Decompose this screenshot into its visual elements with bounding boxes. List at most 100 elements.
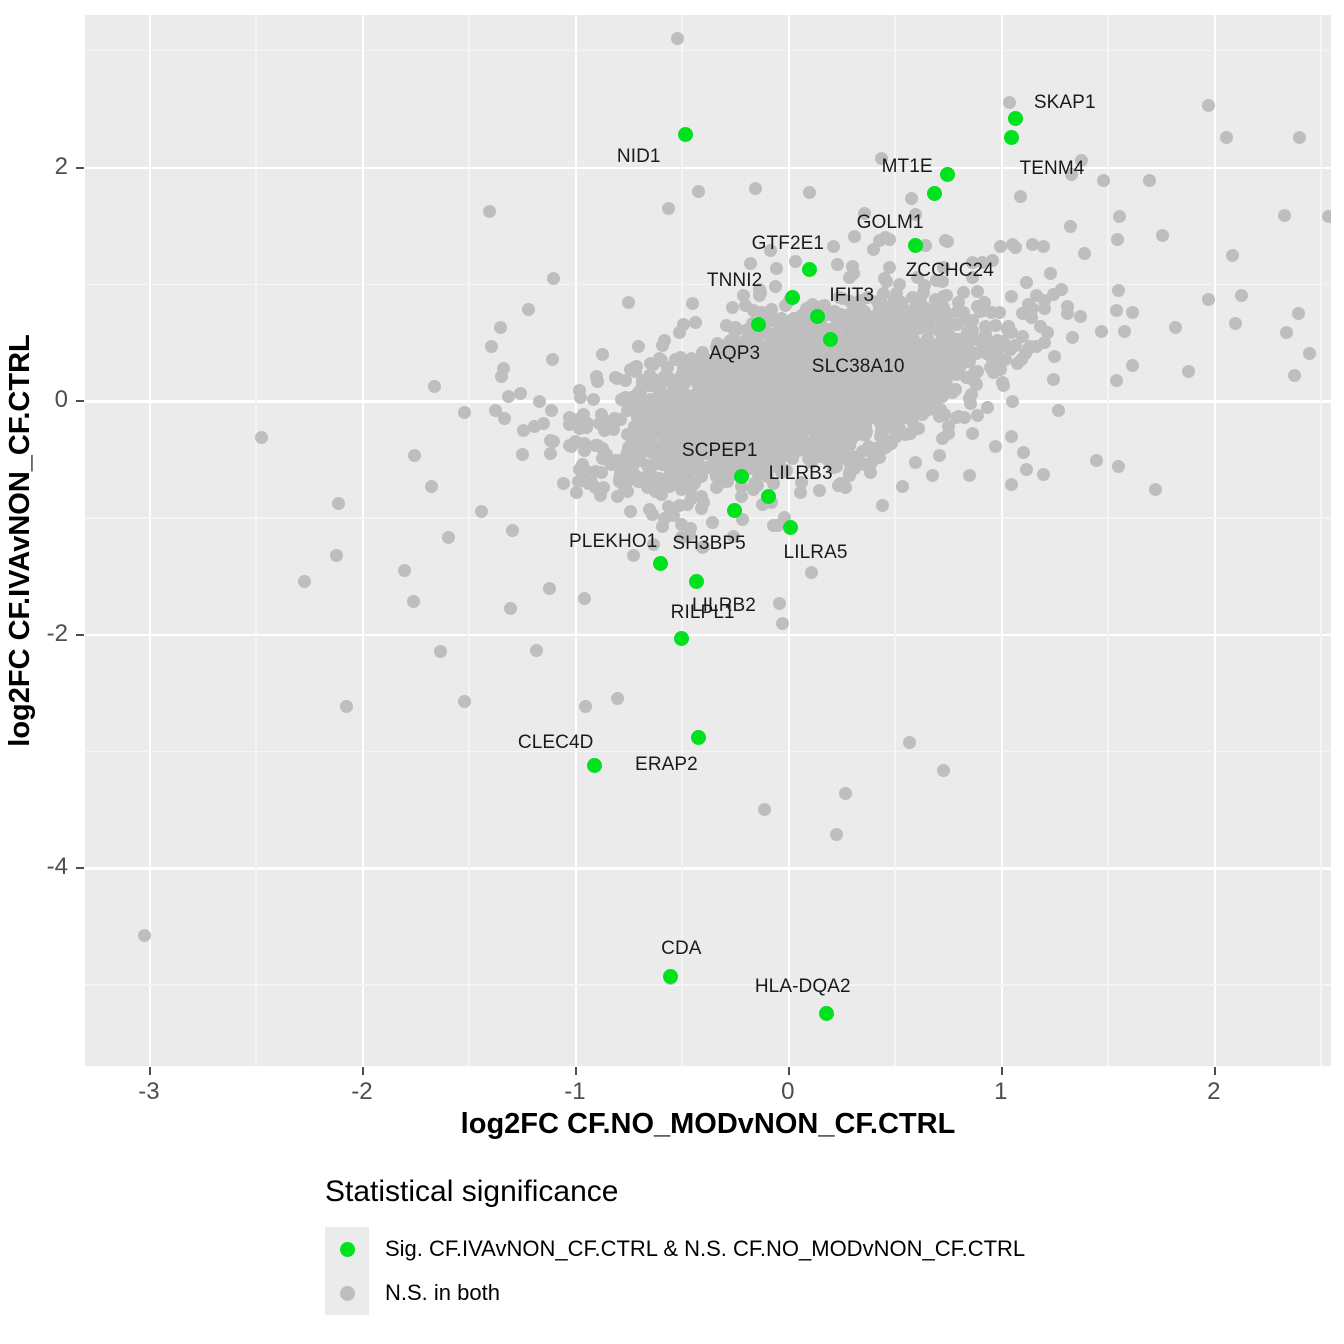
data-point-ns bbox=[1111, 460, 1125, 474]
data-point-ns bbox=[831, 258, 845, 272]
gene-label: ERAP2 bbox=[635, 753, 698, 775]
data-point-ns bbox=[557, 476, 570, 490]
data-point-ns bbox=[933, 402, 947, 416]
data-point-ns bbox=[895, 479, 909, 493]
data-point-ns bbox=[734, 489, 748, 503]
y-tick-label: -2 bbox=[46, 619, 68, 647]
legend-entry[interactable]: Sig. CF.IVAvNON_CF.CTRL & N.S. CF.NO_MOD… bbox=[325, 1227, 1025, 1271]
data-point-ns bbox=[662, 202, 676, 216]
data-point-ns bbox=[1044, 266, 1058, 280]
data-point-ns bbox=[514, 387, 528, 401]
legend-entry[interactable]: N.S. in both bbox=[325, 1271, 1025, 1315]
data-point-ns bbox=[935, 432, 949, 446]
data-point-ns bbox=[634, 415, 648, 429]
data-point-ns bbox=[1004, 325, 1018, 339]
x-tick-label: 2 bbox=[1207, 1078, 1221, 1105]
data-point-ns bbox=[618, 374, 632, 388]
data-point-ns bbox=[590, 438, 604, 452]
data-point-ns bbox=[1046, 288, 1060, 302]
data-point-ns bbox=[655, 353, 669, 367]
data-point-ns bbox=[795, 308, 809, 322]
data-point-ns bbox=[1143, 174, 1157, 188]
data-point-ns bbox=[427, 379, 441, 393]
data-point-ns bbox=[632, 340, 646, 354]
data-point-ns bbox=[484, 340, 498, 354]
data-point-ns bbox=[591, 375, 605, 389]
data-point-ns bbox=[743, 256, 757, 270]
data-point-ns bbox=[783, 387, 797, 401]
data-point-ns bbox=[699, 416, 713, 430]
data-point-ns bbox=[1066, 331, 1079, 345]
data-point-ns bbox=[788, 255, 802, 269]
data-point-ns bbox=[677, 388, 691, 402]
data-point-ns bbox=[902, 736, 916, 750]
data-point-ns bbox=[804, 566, 818, 580]
data-point-significant bbox=[678, 126, 694, 142]
data-point-ns bbox=[813, 484, 827, 498]
data-point-ns bbox=[904, 191, 918, 205]
data-point-ns bbox=[1235, 288, 1249, 302]
data-point-ns bbox=[579, 699, 593, 713]
data-point-ns bbox=[610, 691, 624, 705]
data-point-ns bbox=[1226, 249, 1240, 263]
gene-label: CDA bbox=[661, 938, 702, 960]
data-point-ns bbox=[704, 383, 718, 397]
gridline-y-minor bbox=[85, 50, 1331, 52]
data-point-ns bbox=[1037, 467, 1051, 481]
legend: Statistical significance Sig. CF.IVAvNON… bbox=[325, 1175, 1025, 1315]
data-point-ns bbox=[1303, 347, 1317, 361]
data-point-ns bbox=[839, 481, 853, 495]
data-point-ns bbox=[769, 279, 783, 293]
data-point-ns bbox=[967, 347, 981, 361]
gene-label: GTF2E1 bbox=[751, 232, 825, 254]
gridline-x-minor bbox=[894, 15, 896, 1066]
data-point-ns bbox=[1322, 209, 1331, 223]
data-point-ns bbox=[442, 530, 456, 544]
y-tick-mark bbox=[76, 166, 84, 169]
gridline-y-major bbox=[85, 867, 1331, 870]
data-point-ns bbox=[684, 462, 698, 476]
data-point-ns bbox=[676, 317, 690, 331]
x-tick-label: -2 bbox=[351, 1078, 373, 1105]
gene-label: TENM4 bbox=[1019, 158, 1085, 180]
legend-entry-label: Sig. CF.IVAvNON_CF.CTRL & N.S. CF.NO_MOD… bbox=[385, 1236, 1026, 1261]
data-point-significant bbox=[782, 520, 798, 536]
legend-key-swatch bbox=[325, 1227, 369, 1271]
data-point-ns bbox=[1292, 131, 1306, 145]
data-point-ns bbox=[757, 445, 771, 459]
x-tick-mark bbox=[148, 1067, 151, 1075]
data-point-ns bbox=[957, 286, 971, 300]
data-point-ns bbox=[434, 644, 448, 658]
data-point-ns bbox=[887, 335, 901, 349]
data-point-ns bbox=[720, 416, 734, 430]
x-tick-mark bbox=[574, 1067, 577, 1075]
data-point-ns bbox=[397, 564, 411, 578]
gridline-x-major bbox=[148, 15, 152, 1066]
data-point-ns bbox=[945, 386, 959, 399]
x-tick-mark bbox=[1213, 1067, 1216, 1075]
data-point-ns bbox=[1111, 233, 1125, 247]
data-point-ns bbox=[1047, 350, 1061, 364]
data-point-ns bbox=[925, 468, 939, 482]
data-point-ns bbox=[331, 496, 345, 510]
data-point-ns bbox=[623, 504, 637, 518]
data-point-ns bbox=[629, 360, 643, 374]
data-point-ns bbox=[904, 426, 918, 440]
gene-label: SKAP1 bbox=[1033, 91, 1096, 113]
data-point-significant bbox=[908, 237, 924, 253]
data-point-ns bbox=[546, 434, 560, 448]
data-point-ns bbox=[1022, 300, 1036, 314]
data-point-significant bbox=[652, 556, 668, 572]
y-tick-label: 2 bbox=[54, 152, 68, 180]
data-point-ns bbox=[663, 479, 676, 493]
data-point-ns bbox=[1110, 303, 1124, 317]
data-point-ns bbox=[497, 411, 511, 425]
data-point-ns bbox=[660, 452, 674, 466]
data-point-significant bbox=[586, 758, 602, 774]
gene-label: GOLM1 bbox=[856, 211, 924, 233]
y-axis-title: log2FC CF.IVAvNON_CF.CTRL bbox=[4, 334, 36, 747]
data-point-ns bbox=[716, 464, 730, 478]
data-point-ns bbox=[867, 242, 881, 256]
gene-label: SLC38A10 bbox=[811, 355, 905, 377]
